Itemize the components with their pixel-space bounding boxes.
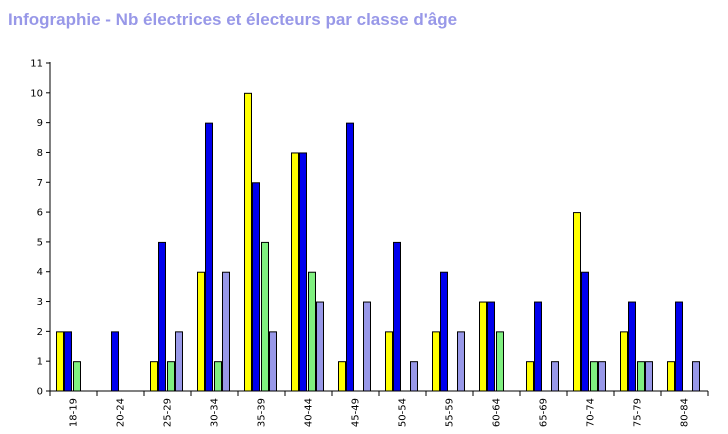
x-tick-label: 50-54 — [398, 398, 409, 427]
bar — [457, 331, 465, 392]
bar — [214, 361, 222, 392]
bar — [590, 361, 598, 392]
bar — [620, 331, 628, 392]
bar — [252, 182, 260, 392]
x-tick-label: 25-29 — [163, 398, 174, 427]
bar — [487, 301, 495, 392]
bar — [346, 122, 354, 392]
bar — [316, 301, 324, 392]
y-tick-label: 10 — [30, 88, 43, 99]
y-tick-labels: 0 1 2 3 4 5 6 7 8 9 10 11 — [30, 59, 43, 398]
y-tick-label: 6 — [37, 208, 43, 219]
bar — [479, 301, 487, 392]
bar — [645, 361, 653, 392]
y-tick-label: 0 — [37, 387, 43, 398]
bar — [496, 331, 504, 392]
bar — [111, 331, 119, 392]
y-tick-label: 7 — [37, 178, 43, 189]
y-tick-label: 2 — [37, 327, 43, 338]
bar — [581, 271, 589, 392]
bar — [385, 331, 393, 392]
bar — [667, 361, 675, 392]
y-tick-label: 4 — [37, 267, 43, 278]
chart-title: Infographie - Nb électrices et électeurs… — [8, 10, 458, 29]
x-tick-label: 70-74 — [586, 398, 597, 427]
bar — [410, 361, 418, 392]
bar — [551, 361, 559, 392]
bar — [197, 271, 205, 392]
bar — [363, 301, 371, 392]
x-tick-label: 40-44 — [304, 398, 315, 427]
bar — [598, 361, 606, 392]
x-tick-label: 18-19 — [69, 398, 80, 427]
bar — [675, 301, 683, 392]
bar — [573, 212, 581, 392]
bar — [167, 361, 175, 392]
x-tick-label: 55-59 — [445, 398, 456, 427]
bar — [158, 241, 166, 392]
bar — [291, 152, 299, 392]
bar — [432, 331, 440, 392]
x-tick-label: 80-84 — [680, 398, 691, 427]
bar — [692, 361, 700, 392]
x-tick-label: 20-24 — [116, 398, 127, 427]
y-tick-label: 9 — [37, 118, 43, 129]
bar — [205, 122, 213, 392]
axes — [46, 62, 709, 396]
bars — [56, 92, 700, 392]
bar — [269, 331, 277, 392]
bar — [261, 241, 269, 392]
bar — [56, 331, 64, 392]
bar — [338, 361, 346, 392]
bar — [308, 271, 316, 392]
bar — [393, 241, 401, 392]
bar — [64, 331, 72, 392]
x-tick-label: 35-39 — [257, 398, 268, 427]
x-tick-label: 60-64 — [492, 398, 503, 427]
bar — [150, 361, 158, 392]
y-tick-label: 11 — [30, 59, 43, 70]
x-tick-label: 65-69 — [539, 398, 550, 427]
bar — [628, 301, 636, 392]
bar — [175, 331, 183, 392]
bar — [526, 361, 534, 392]
bar — [440, 271, 448, 392]
bar — [534, 301, 542, 392]
y-tick-label: 3 — [37, 297, 43, 308]
bar — [222, 271, 230, 392]
x-tick-label: 30-34 — [210, 398, 221, 427]
x-tick-label: 45-49 — [351, 398, 362, 427]
bar — [244, 92, 252, 392]
bar — [73, 361, 81, 392]
x-tick-labels: 18-19 20-24 25-29 30-34 35-39 40-44 45-49 50-54… — [69, 398, 691, 427]
bar — [637, 361, 645, 392]
bar — [299, 152, 307, 392]
y-tick-label: 8 — [37, 148, 43, 159]
y-tick-label: 5 — [37, 237, 43, 248]
y-tick-label: 1 — [37, 357, 43, 368]
x-tick-label: 75-79 — [633, 398, 644, 427]
